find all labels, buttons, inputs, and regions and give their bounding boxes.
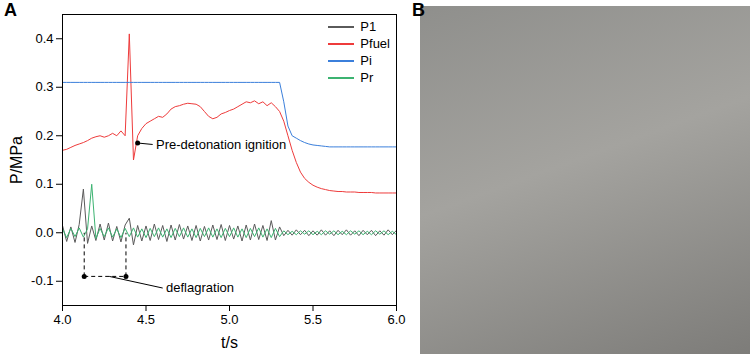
svg-text:Pre-detonation ignition: Pre-detonation ignition [156, 137, 286, 152]
html-text:A: A [4, 0, 17, 20]
html-text:Pi: Pi [360, 53, 372, 68]
svg-text:0.4: 0.4 [35, 31, 53, 46]
svg-text:6.0: 6.0 [387, 312, 405, 327]
svg-text:deflagration: deflagration [166, 280, 234, 295]
svg-text:0.0: 0.0 [35, 225, 53, 240]
svg-text:5.5: 5.5 [304, 312, 322, 327]
svg-text:4.5: 4.5 [137, 312, 155, 327]
svg-text:0.2: 0.2 [35, 128, 53, 143]
svg-text:0.3: 0.3 [35, 79, 53, 94]
svg-text:P/MPa: P/MPa [8, 136, 25, 184]
html-text:Pr: Pr [360, 70, 374, 85]
svg-text:4.0: 4.0 [53, 312, 71, 327]
html-text:P1: P1 [360, 19, 377, 34]
svg-text:0.1: 0.1 [35, 176, 53, 191]
svg-text:-0.1: -0.1 [31, 273, 53, 288]
svg-text:t/s: t/s [221, 334, 238, 351]
html-text:B: B [412, 0, 425, 20]
svg-text:5.0: 5.0 [220, 312, 238, 327]
html-text:Pfuel: Pfuel [360, 36, 390, 51]
